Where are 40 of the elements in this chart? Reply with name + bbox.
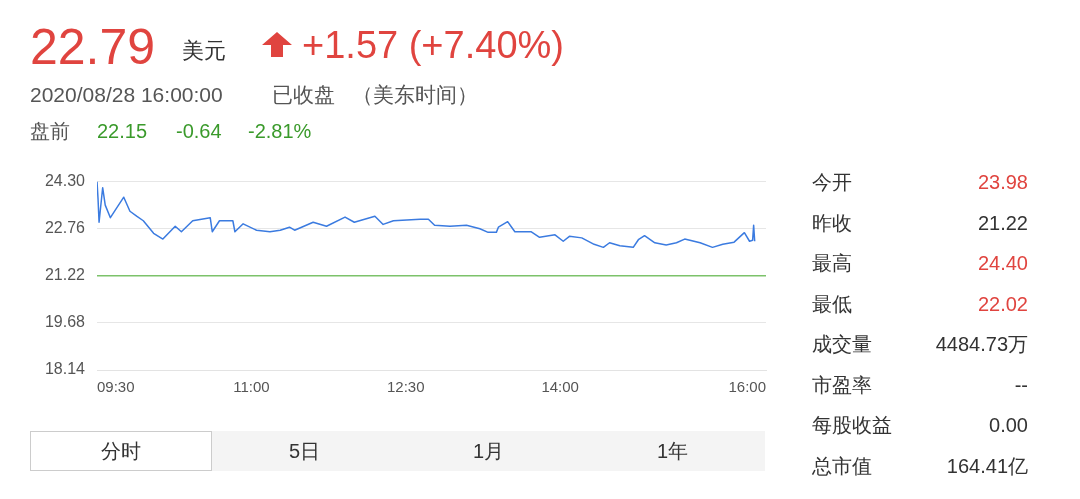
text: 成交量 (812, 333, 872, 355)
text: 分时 (30, 431, 212, 471)
x-tick-label: 12:30 (387, 378, 425, 396)
text: 1年 (580, 431, 765, 471)
text: -- (1014, 373, 1028, 396)
y-tick-label: 19.68 (44, 313, 86, 331)
text: 市盈率 (812, 373, 872, 396)
text: 今开 (812, 171, 852, 193)
text: （美东时间） (352, 83, 478, 106)
y-tick-label: 18.14 (44, 360, 86, 378)
text: 最低 (812, 292, 852, 315)
text: 22.02 (977, 292, 1028, 315)
y-tick-label: 21.22 (44, 266, 86, 284)
text: -2.81% (248, 120, 312, 142)
text: +1.57 (+7.40%) (302, 24, 564, 66)
text: 21.22 (977, 211, 1028, 234)
text: 22.79 (30, 19, 156, 75)
text: 4484.73万 (935, 333, 1028, 355)
text: 0.00 (989, 414, 1028, 436)
text: 昨收 (812, 211, 852, 234)
text: 已收盘 (272, 83, 335, 106)
x-tick-label: 11:00 (233, 378, 270, 396)
x-tick-label: 16:00 (728, 378, 766, 396)
text: 1月 (397, 431, 580, 471)
text: 23.98 (977, 171, 1028, 193)
x-tick-label: 09:30 (97, 378, 135, 396)
y-tick-label: 22.76 (44, 219, 86, 237)
text: 22.15 (97, 120, 148, 142)
y-tick-label: 24.30 (44, 172, 86, 190)
text: 2020/08/28 16:00:00 (30, 83, 223, 106)
text: -0.64 (176, 120, 222, 142)
text: 总市值 (812, 454, 872, 477)
text: 164.41亿 (946, 454, 1028, 477)
text: 每股收益 (812, 414, 892, 436)
text: 最高 (812, 252, 852, 274)
text: 盘前 (30, 120, 70, 142)
text: 24.40 (977, 252, 1028, 274)
text: 美元 (182, 38, 226, 63)
x-tick-label: 14:00 (541, 378, 579, 396)
text: 5日 (212, 431, 397, 471)
